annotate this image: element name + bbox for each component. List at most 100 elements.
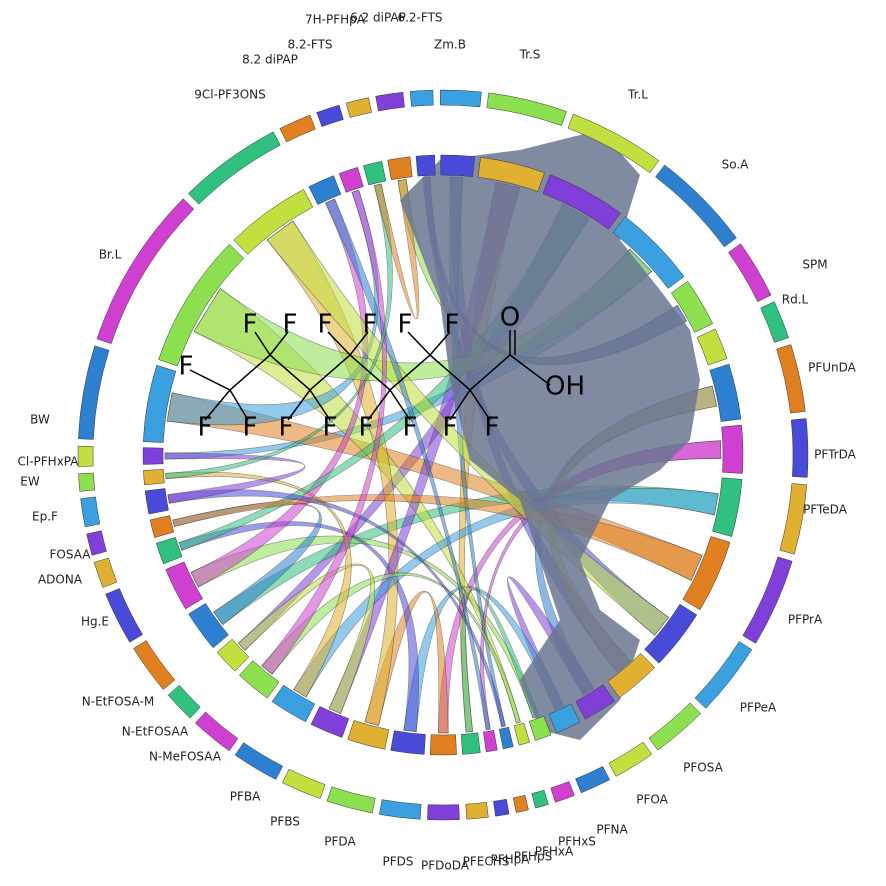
node-label: PFBS (270, 815, 300, 829)
chord (480, 440, 722, 730)
node-label: PFUnDA (808, 361, 857, 375)
node-arc (671, 281, 714, 333)
node-arc (721, 424, 744, 474)
node-arc (363, 161, 387, 186)
node-label: Zm.B (434, 38, 466, 52)
atom: F (323, 413, 338, 443)
node-track (86, 530, 107, 556)
node-track (550, 781, 575, 803)
map (400, 130, 700, 740)
node-track (776, 344, 806, 414)
atom: O (500, 303, 520, 333)
node-track (575, 766, 610, 794)
node-label: Rd.L (782, 293, 809, 307)
node-track (486, 92, 567, 126)
node-arc (528, 715, 552, 741)
node-track (96, 198, 195, 344)
node-arc (347, 720, 390, 750)
node-arc (542, 174, 621, 230)
node-label: N-EtFOSA-M (82, 695, 154, 709)
node-track (655, 164, 737, 248)
node-label: PFOA (636, 793, 668, 807)
node-track (465, 802, 489, 820)
atom: F (443, 413, 458, 443)
node-label: PFTeDA (803, 503, 848, 517)
chord (165, 183, 393, 480)
node-track (567, 113, 660, 174)
atom: F (283, 310, 298, 340)
node-label: BW (30, 413, 50, 427)
node-arc (216, 638, 250, 672)
node-arc (387, 156, 413, 181)
node-arc (612, 216, 685, 289)
node-label: 6.2-FTS (397, 11, 442, 25)
node-label: 7H-PFHpA (305, 13, 366, 27)
node-track (279, 114, 316, 143)
node-label: PFPrA (788, 613, 823, 627)
node-arc (483, 730, 498, 753)
node-label: PFOSA (683, 761, 723, 775)
atom: F (485, 413, 500, 443)
node-arc (712, 477, 743, 537)
node-label: PFHxA (535, 845, 574, 859)
chord (325, 198, 491, 730)
node-track (742, 556, 793, 644)
atom: F (279, 413, 294, 443)
atom: F (445, 310, 460, 340)
node-track (790, 418, 809, 478)
node-label: ADONA (38, 573, 83, 587)
node-arc (682, 536, 731, 611)
node-track (234, 742, 284, 780)
node-label: PFBA (230, 790, 261, 804)
node-arc (575, 684, 615, 720)
node-arc (143, 469, 165, 486)
node-arc (155, 537, 183, 565)
atom: F (243, 310, 258, 340)
node-label: PFECHS (463, 855, 510, 869)
atom: F (243, 413, 258, 443)
node-track (326, 786, 376, 814)
node-track (133, 640, 176, 690)
node-label: PFDoDA (421, 859, 470, 873)
node-arc (415, 154, 436, 177)
node-arc (188, 603, 229, 649)
node-arc (548, 703, 581, 733)
node-label: 9Cl-PF3ONS (194, 88, 266, 102)
chord (193, 248, 653, 382)
node-arc (607, 652, 656, 698)
node-track (78, 472, 96, 492)
node-label: PFDS (383, 855, 414, 869)
node-track (375, 91, 405, 112)
node-arc (239, 660, 280, 699)
node-label: Hg.E (81, 615, 109, 629)
node-arc (142, 447, 164, 465)
node-label: N-EtFOSAA (122, 725, 189, 739)
node-track (728, 243, 772, 302)
atom: F (179, 352, 194, 382)
node-arc (149, 515, 175, 538)
node-label: Br.L (99, 248, 122, 262)
node-track (694, 641, 753, 709)
node-arc (644, 603, 698, 664)
node-track (779, 483, 808, 555)
node-arc (144, 488, 169, 515)
node-arc (233, 189, 314, 255)
node-track (77, 445, 94, 467)
node-label: 8.2-FTS (287, 38, 332, 52)
atom: F (403, 413, 418, 443)
node-track (648, 702, 701, 751)
node-track (608, 741, 653, 777)
atom: F (318, 310, 333, 340)
node-track (80, 496, 101, 528)
atom: F (198, 413, 213, 443)
atom: F (398, 310, 413, 340)
node-arc (143, 364, 177, 443)
node-label: FOSAA (50, 548, 92, 562)
node-track (167, 684, 201, 719)
node-arc (709, 363, 742, 422)
node-label: PFPeA (740, 701, 777, 715)
node-track (105, 588, 143, 643)
atom: F (359, 413, 374, 443)
node-track (345, 97, 372, 118)
node-label: PFTrDA (814, 448, 856, 462)
